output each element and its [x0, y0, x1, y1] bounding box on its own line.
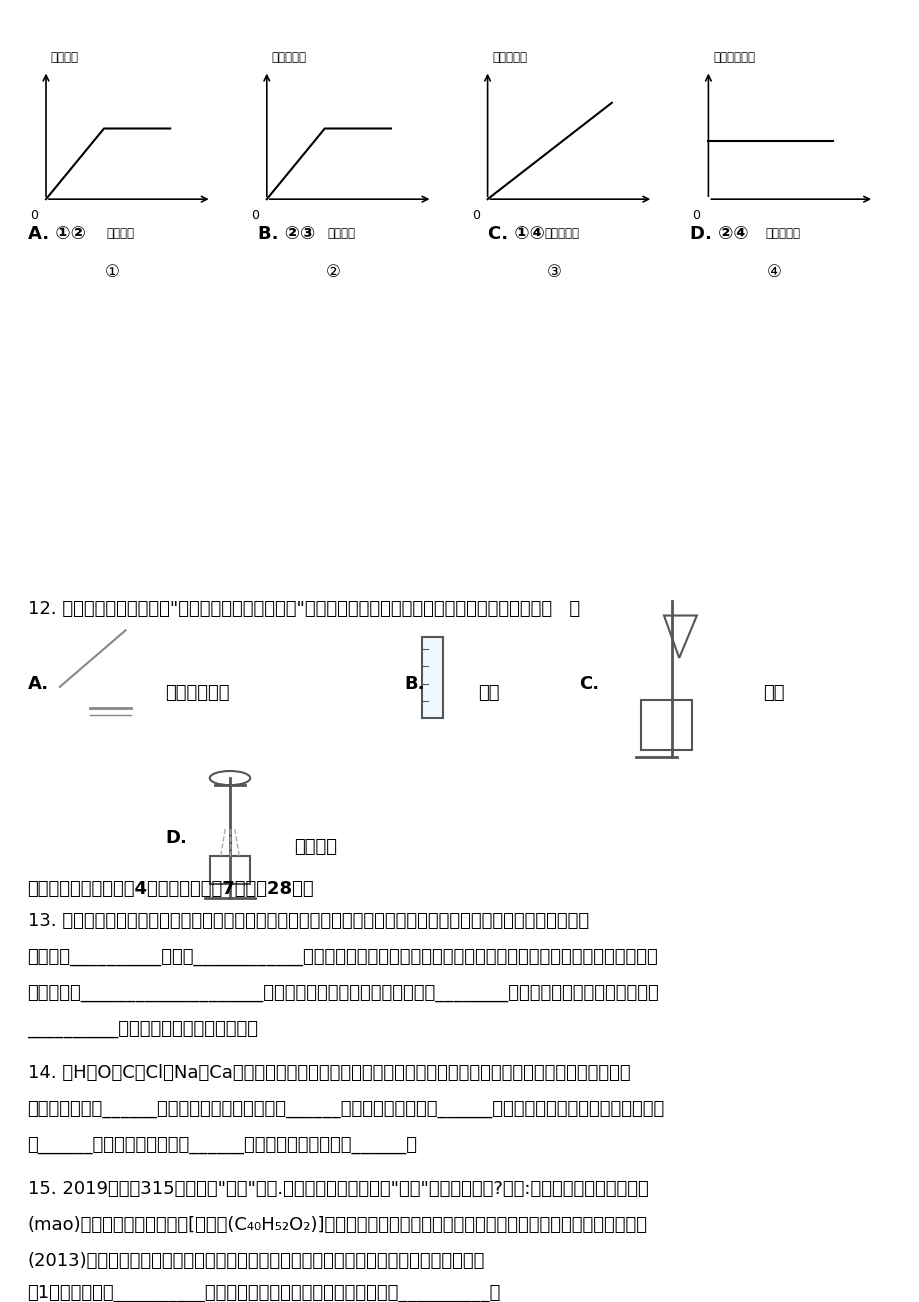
Text: B.: B.: [404, 674, 425, 693]
Text: 0: 0: [251, 210, 258, 223]
Text: 气体的体积: 气体的体积: [492, 51, 527, 64]
Text: 镁条的质量: 镁条的质量: [765, 228, 800, 241]
Text: ②: ②: [325, 263, 340, 281]
Text: B. ②③: B. ②③: [257, 225, 314, 243]
Text: 反应时间: 反应时间: [107, 228, 134, 241]
Text: ①: ①: [105, 263, 119, 281]
Text: 工降雨的氧化物______；可用于金属表面除锈的酸______；改良酸性土壤的碱______；可用作发酵粉和治疗胃酸过多症的: 工降雨的氧化物______；可用于金属表面除锈的酸______；改良酸性土壤的碱…: [28, 1100, 664, 1118]
Text: A. ①②: A. ①②: [28, 225, 85, 243]
Text: 氮元素的质量: 氮元素的质量: [712, 51, 754, 64]
Text: 溶解: 溶解: [478, 684, 499, 702]
FancyBboxPatch shape: [422, 638, 442, 719]
Text: 溶液质量: 溶液质量: [51, 51, 78, 64]
Text: 反应时间: 反应时间: [327, 228, 355, 241]
Text: 二、填空题（本题包括4个小题，每小题7分，共28分）: 二、填空题（本题包括4个小题，每小题7分，共28分）: [28, 880, 314, 898]
Text: 12. 某兴趣小组的同学进行"粗盐中难溶性杂质的去除"实验。下图是实验过程中的部分操作其中正确的是（   ）: 12. 某兴趣小组的同学进行"粗盐中难溶性杂质的去除"实验。下图是实验过程中的部…: [28, 600, 579, 618]
Text: 镁条的质量: 镁条的质量: [544, 228, 579, 241]
Text: 过滤: 过滤: [763, 684, 784, 702]
Text: (mao)黄。斑鳌黄又叫角黄素[分子式(C₄₀H₅₂O₂)]是一种在自然界广泛分布的类胡萝卜素。在中国《饲料添加剂品种目: (mao)黄。斑鳌黄又叫角黄素[分子式(C₄₀H₅₂O₂)]是一种在自然界广泛分…: [28, 1216, 647, 1233]
Text: ④: ④: [766, 263, 781, 281]
Text: 的方法是__________。可用____________（填名称）来检验大米、面粉等食物中是否含有淀粉。用灯帽盖灭酒精灯火: 的方法是__________。可用____________（填名称）来检验大米、…: [28, 948, 658, 966]
Text: (2013)》允许斑鳌黄用于家禽饲料。化学兴趣小组的同学利用所学化学知识进行研究学习：: (2013)》允许斑鳌黄用于家禽饲料。化学兴趣小组的同学利用所学化学知识进行研究…: [28, 1251, 484, 1269]
Text: 14. 在H、O、C、Cl、Na、Ca六种元素中选择适当元素，组成符合下列要求的物质，将其中化学式填入空格中。人: 14. 在H、O、C、Cl、Na、Ca六种元素中选择适当元素，组成符合下列要求的…: [28, 1064, 630, 1082]
Text: 0: 0: [471, 210, 479, 223]
Text: 0: 0: [30, 210, 38, 223]
Text: C.: C.: [579, 674, 599, 693]
Text: 溶液的温度: 溶液的温度: [271, 51, 306, 64]
Text: D. ②④: D. ②④: [689, 225, 748, 243]
Text: 焰的原理是____________________。太阳能热水器是将太阳能转化成了________能。家庭用净水器利用活性炭的: 焰的原理是____________________。太阳能热水器是将太阳能转化成…: [28, 984, 659, 1003]
Text: D.: D.: [165, 829, 187, 846]
Text: 15. 2019年央视315晚会曝光"化妆"鸡蛋.蛋黄染色对人有害吗？"化妆"的粉末是什么?资料:红色粉末，名字叫做斑鳌: 15. 2019年央视315晚会曝光"化妆"鸡蛋.蛋黄染色对人有害吗？"化妆"的…: [28, 1180, 648, 1198]
Text: C. ①④: C. ①④: [487, 225, 544, 243]
Text: __________作用，除去有色有味的杂质。: __________作用，除去有色有味的杂质。: [28, 1021, 258, 1038]
Text: （1）斑鳌黄是由__________种元素组成的，其碳、氢元素的质量比为__________。: （1）斑鳌黄是由__________种元素组成的，其碳、氢元素的质量比为____…: [28, 1284, 501, 1302]
Text: 是______；可做建筑材料的盐______；可消除公路积雪的盐______。: 是______；可做建筑材料的盐______；可消除公路积雪的盐______。: [28, 1135, 417, 1154]
Text: 蒸发结晶: 蒸发结晶: [294, 837, 337, 855]
Text: ③: ③: [546, 263, 561, 281]
Text: A.: A.: [28, 674, 49, 693]
Text: 13. 化学与人类生活、生产息息相关。请回答下列问题：长期引用硬水对人体健康不利。生活中降低水的硬度可采用: 13. 化学与人类生活、生产息息相关。请回答下列问题：长期引用硬水对人体健康不利…: [28, 913, 588, 931]
Text: 0: 0: [692, 210, 699, 223]
Text: 取一定量粗盐: 取一定量粗盐: [165, 684, 230, 702]
